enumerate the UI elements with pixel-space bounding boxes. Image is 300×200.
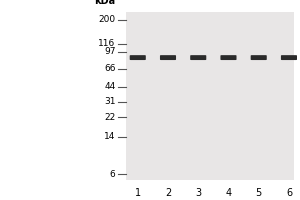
Text: 5: 5 bbox=[256, 188, 262, 198]
Text: 97: 97 bbox=[104, 47, 116, 56]
FancyBboxPatch shape bbox=[160, 55, 176, 60]
FancyBboxPatch shape bbox=[251, 55, 267, 60]
Bar bbox=[126, 12, 294, 180]
FancyBboxPatch shape bbox=[220, 55, 236, 60]
Text: 66: 66 bbox=[104, 64, 116, 73]
FancyBboxPatch shape bbox=[130, 55, 146, 60]
Text: kDa: kDa bbox=[94, 0, 116, 6]
Text: 3: 3 bbox=[195, 188, 201, 198]
Text: 14: 14 bbox=[104, 132, 116, 141]
FancyBboxPatch shape bbox=[190, 55, 206, 60]
Text: 1: 1 bbox=[135, 188, 141, 198]
Text: 200: 200 bbox=[98, 15, 116, 24]
Text: 2: 2 bbox=[165, 188, 171, 198]
Text: 6: 6 bbox=[110, 170, 116, 179]
Text: 6: 6 bbox=[286, 188, 292, 198]
FancyBboxPatch shape bbox=[281, 55, 297, 60]
Text: 44: 44 bbox=[104, 82, 116, 91]
Text: 116: 116 bbox=[98, 39, 116, 48]
Text: 22: 22 bbox=[104, 113, 116, 122]
Text: 31: 31 bbox=[104, 97, 116, 106]
Text: 4: 4 bbox=[225, 188, 232, 198]
